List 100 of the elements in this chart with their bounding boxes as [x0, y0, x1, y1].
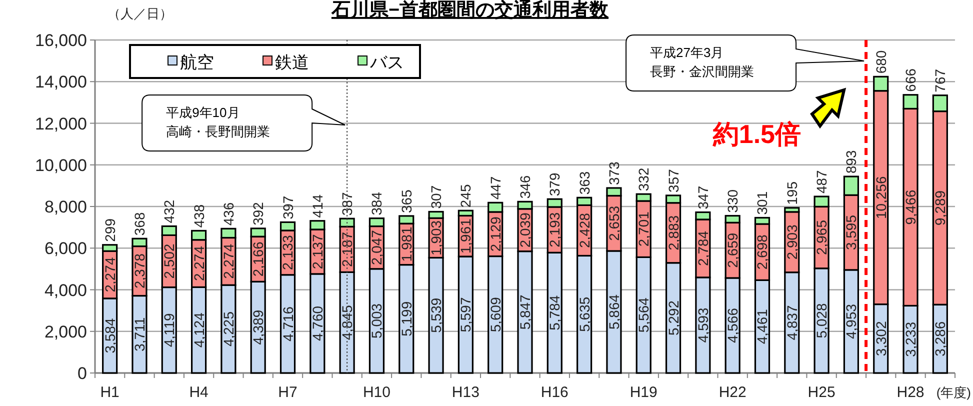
- data-label: 2,784: [694, 230, 711, 266]
- y-tick-label: 4,000: [44, 280, 87, 300]
- annotation: 平成9年10月高崎・長野間開業: [166, 105, 270, 139]
- data-label: 2,047: [368, 230, 385, 266]
- data-label: 384: [368, 192, 385, 216]
- x-tick-label: H4: [189, 384, 208, 401]
- data-label: 301: [754, 191, 770, 215]
- y-tick-label: 10,000: [35, 156, 87, 175]
- x-tick-label: H1: [100, 384, 120, 401]
- data-label: 2,903: [784, 224, 800, 260]
- data-label: 2,701: [636, 211, 652, 247]
- data-label: 330: [724, 189, 741, 213]
- x-tick-label: H13: [452, 384, 480, 401]
- x-tick-label: H25: [808, 384, 836, 401]
- legend-label: 鉄道: [275, 53, 309, 72]
- y-tick-label: 2,000: [44, 322, 87, 342]
- data-label: 5,784: [546, 295, 563, 330]
- x-tick-label: H19: [630, 384, 658, 401]
- data-label: 379: [546, 172, 563, 196]
- y-axis-title: （人／日）: [108, 6, 172, 21]
- data-label: 2,965: [814, 220, 830, 256]
- data-label: 4,953: [843, 304, 860, 339]
- x-tick-label: H16: [540, 384, 568, 401]
- data-label: 1,903: [428, 220, 444, 256]
- data-label: 2,428: [576, 212, 592, 248]
- data-label: 414: [309, 194, 326, 218]
- data-label: 2,659: [724, 232, 741, 268]
- data-label: 347: [694, 186, 711, 210]
- data-label: 346: [517, 175, 533, 199]
- annotation: 平成27年3月長野・金沢間開業: [650, 45, 754, 79]
- data-label: 438: [190, 204, 207, 228]
- data-label: 5,292: [665, 300, 682, 336]
- data-label: 447: [487, 176, 504, 200]
- x-tick-label: H22: [718, 384, 746, 401]
- x-tick-label: H10: [362, 384, 390, 401]
- data-label: 680: [872, 50, 889, 74]
- data-label: 5,539: [428, 298, 444, 333]
- data-label: 195: [784, 181, 800, 205]
- data-label: 666: [902, 68, 919, 92]
- data-label: 387: [339, 192, 356, 216]
- data-label: 4,593: [694, 307, 711, 343]
- data-label: 5,609: [487, 296, 504, 332]
- data-label: 365: [398, 189, 414, 213]
- data-label: 5,635: [576, 296, 592, 332]
- data-label: 5,847: [517, 294, 533, 330]
- data-label: 245: [458, 184, 474, 208]
- data-label: 4,119: [161, 312, 178, 348]
- data-label: 3,233: [902, 322, 919, 357]
- data-label: 4,716: [280, 306, 296, 342]
- data-label: 397: [280, 196, 296, 220]
- data-label: 3,584: [102, 318, 118, 354]
- data-label: 3,286: [932, 321, 948, 356]
- data-label: 307: [428, 185, 444, 209]
- legend-label: バス: [369, 53, 404, 72]
- data-label: 2,193: [546, 212, 563, 248]
- data-label: 3,595: [843, 214, 860, 250]
- data-label: 2,166: [250, 241, 266, 277]
- annotation: 約1.5倍: [712, 119, 802, 149]
- data-label: 2,274: [190, 246, 207, 282]
- data-label: 2,187: [339, 232, 356, 267]
- data-label: 4,124: [190, 312, 207, 348]
- data-label: 332: [636, 168, 652, 192]
- data-label: 2,129: [487, 216, 504, 252]
- data-label: 5,003: [368, 303, 385, 338]
- data-label: 10,256: [872, 176, 889, 219]
- data-label: 5,864: [606, 294, 622, 330]
- data-label: 767: [932, 68, 948, 92]
- data-label: 4,461: [754, 308, 770, 344]
- data-label: 893: [843, 150, 860, 174]
- data-label: 9,466: [902, 189, 919, 225]
- y-tick-label: 14,000: [35, 72, 87, 92]
- data-label: 5,199: [398, 301, 414, 336]
- data-label: 1,961: [458, 218, 474, 254]
- y-tick-label: 8,000: [44, 198, 87, 216]
- data-label: 5,028: [814, 302, 830, 338]
- data-label: 2,883: [665, 215, 682, 250]
- y-tick-label: 16,000: [35, 31, 87, 50]
- data-label: 4,845: [339, 304, 356, 340]
- data-label: 9,289: [932, 190, 948, 226]
- data-label: 2,133: [280, 234, 296, 270]
- data-label: 3,302: [872, 320, 889, 356]
- data-label: 2,039: [517, 212, 533, 248]
- y-tick-label: 6,000: [44, 239, 87, 258]
- data-label: 2,653: [606, 206, 622, 241]
- y-tick-label: 12,000: [35, 114, 87, 134]
- data-label: 4,225: [220, 311, 236, 347]
- data-label: 2,274: [102, 257, 118, 292]
- y-tick-label: 0: [78, 364, 87, 383]
- data-label: 299: [102, 218, 118, 242]
- x-tick-label: H7: [278, 384, 298, 401]
- data-label: 2,698: [754, 234, 770, 270]
- data-label: 357: [665, 168, 682, 192]
- data-label: 2,274: [220, 244, 236, 279]
- data-label: 4,566: [724, 308, 741, 344]
- data-label: 4,389: [250, 310, 266, 345]
- data-label: 2,502: [161, 244, 178, 279]
- data-label: 4,760: [309, 306, 326, 341]
- data-label: 5,564: [636, 297, 652, 333]
- data-label: 5,597: [458, 297, 474, 332]
- data-label: 4,837: [784, 304, 800, 340]
